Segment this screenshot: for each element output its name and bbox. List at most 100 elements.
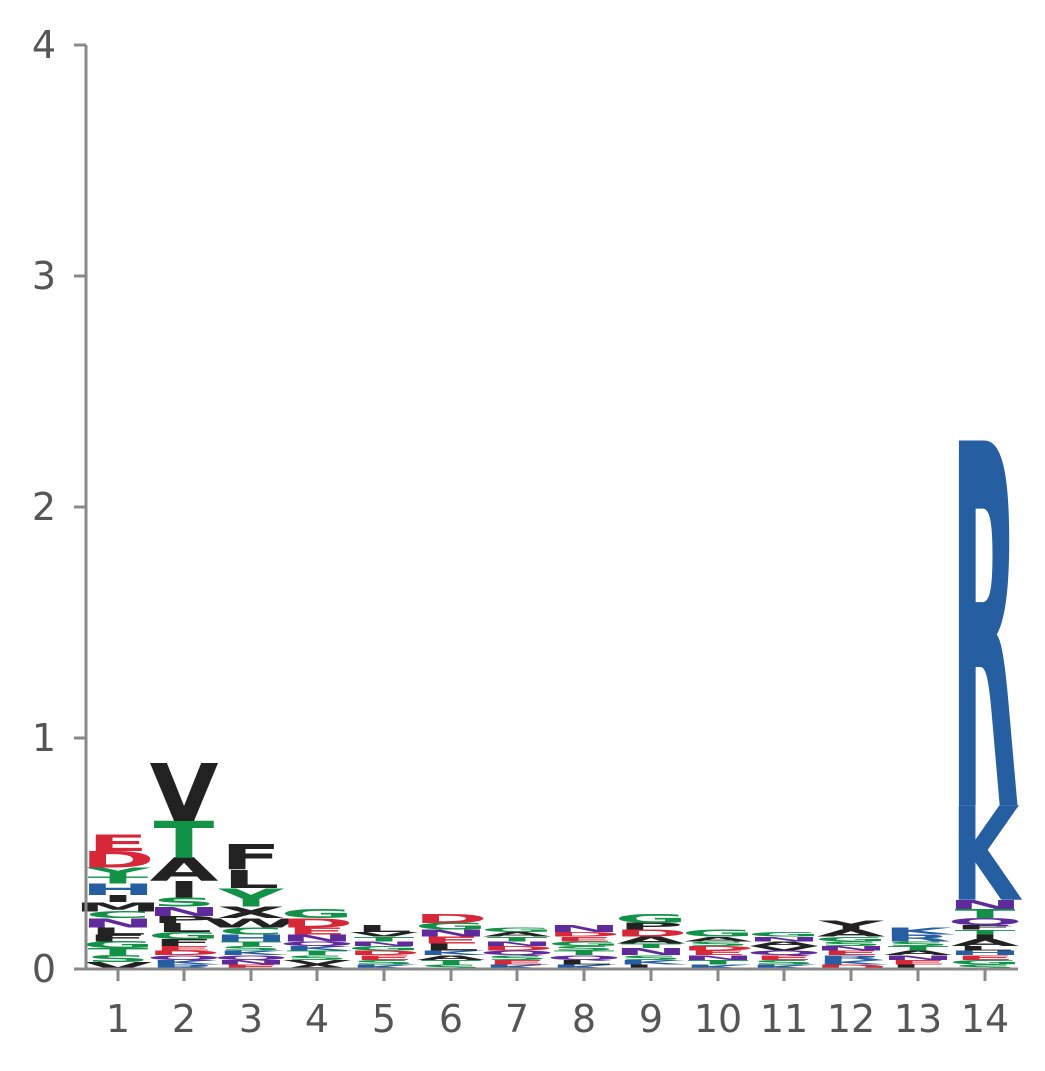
logo-letter-glyph: L: [156, 920, 213, 935]
logo-letter-glyph: E: [821, 949, 882, 956]
logo-letter: Q: [746, 949, 822, 956]
logo-letter-glyph: G: [949, 959, 1022, 966]
x-tick-label: 7: [505, 997, 529, 1041]
logo-letter-glyph: H: [81, 881, 155, 899]
logo-letter-glyph: N: [214, 959, 288, 966]
logo-letter-glyph: D: [480, 945, 554, 952]
logo-letter: K: [951, 781, 1023, 931]
logo-letter: N: [280, 932, 354, 943]
logo-letter-glyph: G: [148, 930, 221, 941]
logo-letter: A: [884, 949, 953, 956]
logo-letter-glyph: I: [101, 893, 134, 904]
logo-letter: E: [888, 959, 949, 966]
logo-letter: A: [483, 931, 552, 938]
logo-letter-glyph: S: [886, 940, 950, 947]
logo-letter-glyph: A: [617, 935, 686, 946]
logo-letter: D: [614, 928, 688, 939]
x-tick-label: 12: [827, 997, 875, 1041]
logo-letter-glyph: K: [617, 959, 689, 966]
logo-letter-glyph: L: [957, 945, 1014, 952]
logo-letter-glyph: V: [750, 945, 819, 952]
logo-letter-glyph: K: [684, 963, 756, 970]
logo-letter: L: [156, 920, 213, 935]
logo-letter: N: [747, 935, 821, 942]
logo-letter: T: [621, 942, 682, 949]
logo-letter: N: [547, 923, 621, 934]
x-tick-label: 4: [305, 997, 329, 1041]
logo-letter-glyph: N: [747, 935, 821, 942]
logo-letter: A: [617, 935, 686, 946]
logo-letter-glyph: E: [754, 954, 815, 961]
logo-letter: Q: [279, 940, 355, 947]
logo-letter-glyph: E: [421, 935, 482, 946]
logo-letter-glyph: D: [280, 916, 354, 931]
logo-letter-glyph: L: [890, 963, 947, 970]
logo-letter: T: [554, 949, 615, 956]
logo-letter: N: [214, 959, 288, 966]
logo-stacks: VSTGFLNCMIHTYDERKQDEFGLPNSIATVENQKSTHCWX…: [74, 341, 1023, 971]
logo-letter: L: [957, 945, 1014, 952]
logo-letter: W: [202, 916, 300, 931]
logo-letter: T: [221, 940, 282, 947]
logo-letter: Y: [84, 865, 151, 880]
logo-letter: A: [684, 935, 753, 942]
logo-letter-glyph: E: [88, 831, 149, 857]
logo-letter-glyph: T: [88, 875, 149, 886]
logo-letter: R: [150, 963, 218, 970]
logo-letter-glyph: L: [423, 942, 480, 953]
logo-letter-glyph: T: [487, 935, 548, 942]
logo-letter-glyph: L: [356, 923, 413, 934]
logo-letter: X: [217, 904, 286, 922]
logo-letter: F: [955, 924, 1016, 931]
logo-letter-glyph: E: [688, 949, 749, 956]
logo-letter-glyph: G: [615, 911, 688, 926]
logo-letter: G: [615, 911, 688, 926]
logo-letter-glyph: N: [881, 954, 955, 961]
logo-letter-glyph: L: [223, 865, 280, 894]
logo-letter-glyph: L: [623, 963, 680, 970]
logo-letter-glyph: T: [354, 935, 415, 942]
logo-letter-glyph: P: [618, 921, 683, 932]
logo-letter-glyph: F: [154, 937, 215, 948]
logo-letter-glyph: N: [681, 954, 755, 961]
logo-letter: S: [485, 954, 549, 961]
logo-letter-glyph: T: [287, 949, 348, 956]
logo-letter: K: [350, 963, 422, 970]
logo-letter: G: [481, 926, 554, 933]
x-tick-label: 13: [894, 997, 942, 1041]
logo-letter: K: [217, 949, 289, 956]
logo-letter-glyph: T: [221, 940, 282, 947]
logo-letter-glyph: D: [147, 949, 221, 956]
logo-letter-glyph: F: [221, 837, 282, 878]
logo-letter-glyph: C: [218, 925, 283, 936]
logo-letter: G: [548, 940, 621, 947]
logo-letter: L: [556, 959, 613, 966]
logo-letter: V: [350, 931, 419, 938]
logo-letter-glyph: Q: [146, 954, 222, 961]
logo-letter-glyph: G: [748, 931, 821, 938]
logo-letter: E: [955, 954, 1016, 961]
logo-letter-glyph: E: [554, 935, 615, 942]
logo-letter: Q: [546, 954, 622, 961]
logo-letter: K: [750, 963, 822, 970]
logo-letter-glyph: S: [619, 954, 683, 961]
logo-letter-glyph: Q: [746, 949, 822, 956]
logo-letter: I: [101, 893, 134, 904]
logo-letter: E: [688, 949, 749, 956]
x-tick-label: 14: [961, 997, 1009, 1041]
logo-letter: L: [890, 963, 947, 970]
logo-letter-glyph: P: [151, 914, 216, 925]
logo-letter: Q: [146, 954, 222, 961]
logo-letter-glyph: A: [483, 931, 552, 938]
x-tick-label: 3: [239, 997, 263, 1041]
logo-letter: V: [150, 748, 219, 840]
logo-letter: G: [748, 931, 821, 938]
logo-letter: D: [147, 949, 221, 956]
logo-letter: F: [88, 932, 149, 943]
logo-letter-glyph: A: [283, 963, 352, 970]
logo-letter: K: [550, 963, 622, 970]
logo-letter: A: [817, 928, 886, 939]
logo-letter: E: [88, 831, 149, 857]
